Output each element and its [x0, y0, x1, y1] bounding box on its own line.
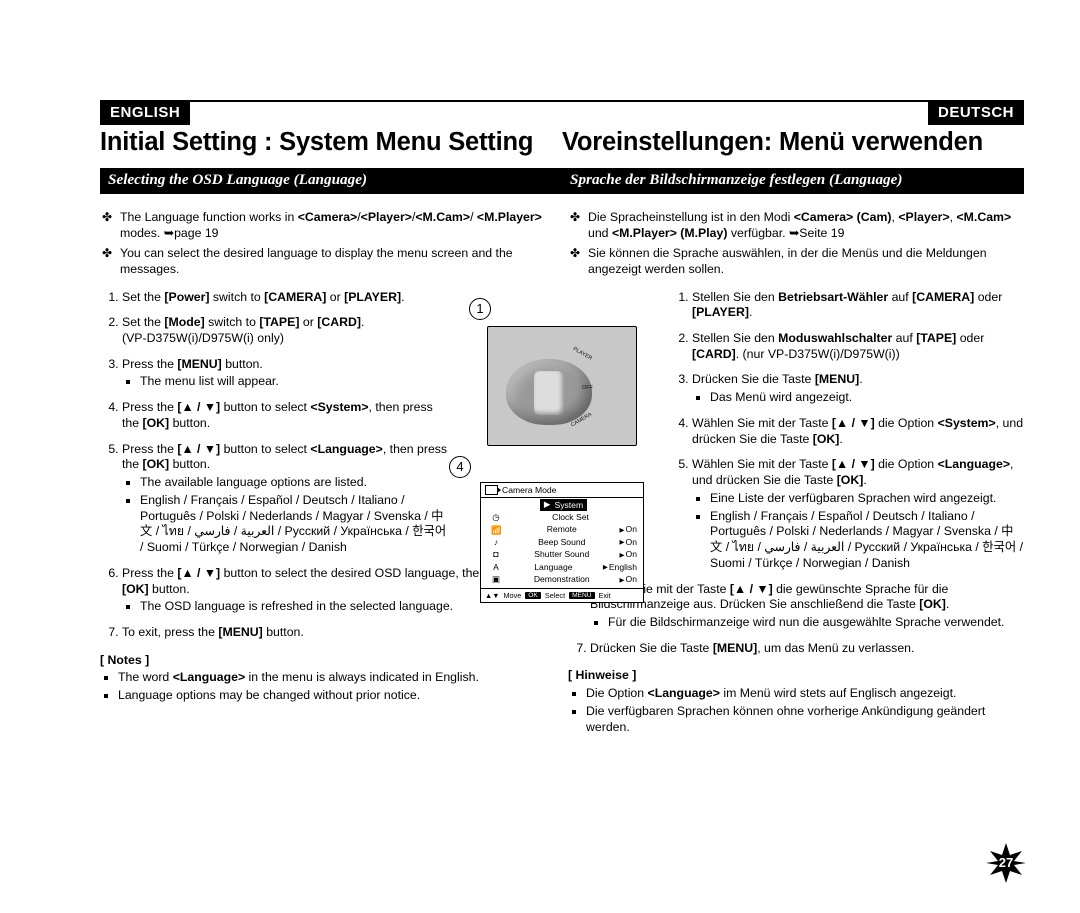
step-en-3: Press the [MENU] button. The menu list w… — [122, 357, 452, 390]
figure-column: 1 PLAYER OFF CAMERA 4 Camera Mode ▶Syste… — [477, 298, 647, 603]
osd-menu-box: Camera Mode ▶System ◷Clock Set📶RemoteOn♪… — [480, 482, 644, 603]
step-en-2-note: (VP-D375W(i)/D975W(i) only) — [122, 331, 284, 345]
updown-icon: ▲▼ — [485, 591, 499, 600]
page-titles: Initial Setting : System Menu Setting Vo… — [100, 128, 1024, 157]
osd-menu-row: ALanguageEnglish — [481, 561, 643, 573]
notes-de-heading: [ Hinweise ] — [568, 668, 1024, 684]
dial-label-player: PLAYER — [572, 346, 593, 362]
intro-en: The Language function works in <Camera>/… — [100, 210, 556, 277]
step-de-6b: Für die Bildschirmanzeige wird nun die a… — [608, 615, 1024, 631]
intro-en-2: You can select the desired language to d… — [120, 246, 556, 277]
step-en-1: Set the [Power] switch to [CAMERA] or [P… — [122, 290, 452, 306]
osd-row-icon: ◘ — [491, 548, 501, 560]
osd-menu-row: ▣DemonstrationOn — [481, 573, 643, 585]
step-en-5c: English / Français / Español / Deutsch /… — [140, 493, 452, 556]
intro-en-1: The Language function works in <Camera>/… — [120, 210, 556, 241]
step-de-5c: English / Français / Español / Deutsch /… — [710, 509, 1024, 572]
osd-menu-row: 📶RemoteOn — [481, 523, 643, 535]
callout-4: 4 — [449, 456, 471, 478]
step-de-4: Wählen Sie mit der Taste [▲ / ▼] die Opt… — [692, 416, 1024, 447]
osd-title: Camera Mode — [502, 485, 556, 495]
step-de-5b: Eine Liste der verfügbaren Sprachen wird… — [710, 491, 1024, 507]
callout-1: 1 — [469, 298, 491, 320]
osd-row-icon: A — [491, 561, 501, 573]
osd-row-icon: 📶 — [491, 524, 501, 536]
note-en-2: Language options may be changed without … — [118, 688, 556, 704]
title-deutsch: Voreinstellungen: Menü verwenden — [562, 128, 1018, 157]
osd-system-row: ▶System — [540, 499, 587, 511]
intro-de-2: Sie können die Sprache auswählen, in der… — [588, 246, 1024, 277]
menu-key-icon: MENU — [569, 592, 594, 599]
note-de-1: Die Option <Language> im Menü wird stets… — [586, 686, 1024, 702]
osd-row-label: Remote — [504, 523, 620, 535]
notes-en-heading: [ Notes ] — [100, 653, 556, 669]
osd-row-label: Clock Set — [504, 511, 637, 523]
step-de-7: Drücken Sie die Taste [MENU], um das Men… — [590, 641, 1024, 657]
page-number-badge: 27 — [986, 843, 1026, 883]
page-number: 27 — [999, 855, 1013, 870]
osd-row-label: Shutter Sound — [504, 548, 620, 560]
osd-header: Camera Mode — [481, 483, 643, 498]
tab-deutsch: DEUTSCH — [928, 102, 1024, 125]
step-de-6: Wählen Sie mit der Taste [▲ / ▼] die gew… — [590, 582, 1024, 631]
body-columns: The Language function works in <Camera>/… — [100, 198, 1024, 893]
osd-menu-row: ◘Shutter SoundOn — [481, 548, 643, 560]
notes-en: The word <Language> in the menu is alway… — [100, 670, 556, 703]
manual-page: ENGLISH DEUTSCH Initial Setting : System… — [0, 0, 1080, 913]
step-en-2: Set the [Mode] switch to [TAPE] or [CARD… — [122, 315, 452, 346]
osd-row-label: Demonstration — [504, 573, 620, 585]
osd-foot-select: Select — [545, 591, 565, 600]
camcorder-icon — [485, 485, 498, 495]
step-en-5: Press the [▲ / ▼] button to select <Lang… — [122, 442, 452, 556]
step-de-5: Wählen Sie mit der Taste [▲ / ▼] die Opt… — [692, 457, 1024, 571]
step-en-5b: The available language options are liste… — [140, 475, 452, 491]
osd-row-value: On — [620, 548, 637, 560]
osd-row-value: On — [620, 523, 637, 535]
notes-de: Die Option <Language> im Menü wird stets… — [568, 686, 1024, 735]
osd-row-label: Beep Sound — [504, 536, 620, 548]
dial-label-off: OFF — [582, 385, 593, 391]
osd-foot-move: Move — [503, 591, 521, 600]
osd-footer: ▲▼ Move OK Select MENU Exit — [481, 588, 643, 602]
step-de-3: Drücken Sie die Taste [MENU]. Das Menü w… — [692, 372, 1024, 405]
osd-row-value: On — [620, 573, 637, 585]
intro-de-1: Die Spracheinstellung ist in den Modi <C… — [588, 210, 1024, 241]
subtitle-deutsch: Sprache der Bildschirmanzeige festlegen … — [562, 168, 1024, 194]
osd-row-value: English — [603, 561, 637, 573]
tab-english: ENGLISH — [100, 102, 190, 125]
step-en-7: To exit, press the [MENU] button. — [122, 625, 556, 641]
step-en-4: Press the [▲ / ▼] button to select <Syst… — [122, 400, 452, 431]
osd-menu-row: ◷Clock Set — [481, 511, 643, 523]
step-de-2: Stellen Sie den Moduswahlschalter auf [T… — [692, 331, 1024, 362]
intro-de: Die Spracheinstellung ist in den Modi <C… — [568, 210, 1024, 277]
osd-foot-exit: Exit — [599, 591, 611, 600]
osd-row-icon: ◷ — [491, 511, 501, 523]
osd-row-label: Language — [504, 561, 603, 573]
osd-system-label: System — [554, 500, 583, 510]
subtitle-english: Selecting the OSD Language (Language) — [100, 168, 562, 194]
note-en-1: The word <Language> in the menu is alway… — [118, 670, 556, 686]
power-dial-photo: PLAYER OFF CAMERA — [487, 326, 637, 446]
note-de-2: Die verfügbaren Sprachen können ohne vor… — [586, 704, 1024, 735]
step-en-3b: The menu list will appear. — [140, 374, 452, 390]
osd-row-value: On — [620, 536, 637, 548]
osd-row-icon: ♪ — [491, 536, 501, 548]
subtitle-bars: Selecting the OSD Language (Language) Sp… — [100, 168, 1024, 194]
step-de-3b: Das Menü wird angezeigt. — [710, 390, 1024, 406]
dial-label-camera: CAMERA — [570, 412, 593, 429]
title-english: Initial Setting : System Menu Setting — [100, 128, 556, 157]
language-tabs: ENGLISH DEUTSCH — [100, 102, 1024, 125]
osd-row-icon: ▣ — [491, 573, 501, 585]
step-de-1: Stellen Sie den Betriebsart-Wähler auf [… — [692, 290, 1024, 321]
osd-menu-row: ♪Beep SoundOn — [481, 536, 643, 548]
ok-key-icon: OK — [525, 592, 541, 599]
